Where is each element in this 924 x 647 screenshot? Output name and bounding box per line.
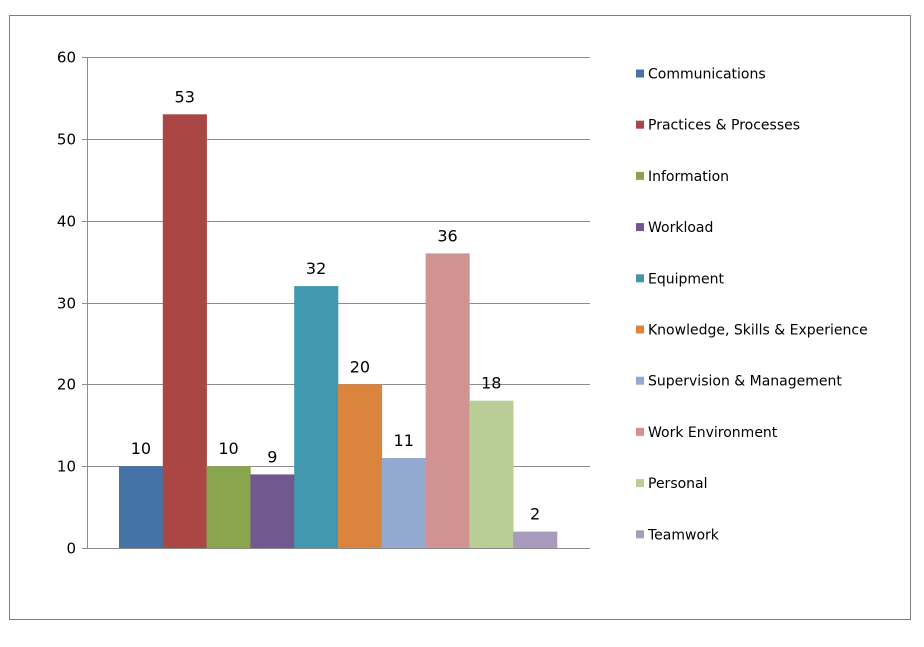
legend-label-supervision-management: Supervision & Management [648,374,842,390]
y-tick-label: 40 [57,213,76,231]
legend-swatch-equipment [636,274,644,283]
y-axis: 0 10 20 30 40 50 60 [57,49,590,558]
data-label-information: 10 [218,439,238,458]
y-tick-label: 10 [57,458,76,476]
data-label-equipment: 32 [306,259,326,278]
data-label-practices-processes: 53 [175,87,195,106]
data-labels: 10 53 10 9 32 20 11 36 18 2 [131,87,540,523]
legend-label-teamwork: Teamwork [647,527,720,543]
bar-teamwork [513,531,558,548]
y-tick-label: 20 [57,376,76,394]
bar-personal [469,400,514,548]
legend-swatch-work-environment [636,427,644,436]
legend-label-communications: Communications [648,67,766,83]
legend-label-equipment: Equipment [648,271,725,287]
legend: Communications Practices & Processes Infor… [636,67,868,543]
legend-swatch-knowledge-skills-experience [636,325,644,334]
bar-equipment [294,286,339,548]
bars [119,114,558,549]
legend-swatch-supervision-management [636,376,644,385]
legend-label-work-environment: Work Environment [648,425,778,441]
data-label-communications: 10 [131,439,151,458]
y-tick-label: 50 [57,131,76,149]
bar-work-environment [425,253,470,548]
legend-label-practices-processes: Practices & Processes [648,118,800,134]
y-tick-label: 30 [57,295,76,313]
data-label-workload: 9 [267,447,277,466]
legend-swatch-teamwork [636,530,644,539]
data-label-teamwork: 2 [530,505,540,524]
data-label-work-environment: 36 [437,226,457,245]
bar-workload [250,474,295,548]
legend-label-personal: Personal [648,476,708,492]
data-label-supervision-management: 11 [394,431,414,450]
legend-swatch-practices-processes [636,120,644,129]
legend-swatch-information [636,171,644,180]
bar-communications [119,466,164,548]
bar-information [206,466,251,548]
legend-swatch-personal [636,479,644,488]
y-tick-label: 0 [66,540,76,558]
legend-swatch-communications [636,69,644,78]
data-label-knowledge-skills-experience: 20 [350,357,370,376]
bar-knowledge-skills-experience [338,384,383,548]
legend-label-information: Information [648,169,729,185]
bar-practices-processes [162,114,207,549]
legend-swatch-workload [636,223,644,232]
data-label-personal: 18 [481,374,501,393]
bar-supervision-management [381,458,426,548]
legend-label-workload: Workload [648,220,713,236]
y-tick-label: 60 [57,49,76,67]
legend-label-knowledge-skills-experience: Knowledge, Skills & Experience [648,323,868,339]
